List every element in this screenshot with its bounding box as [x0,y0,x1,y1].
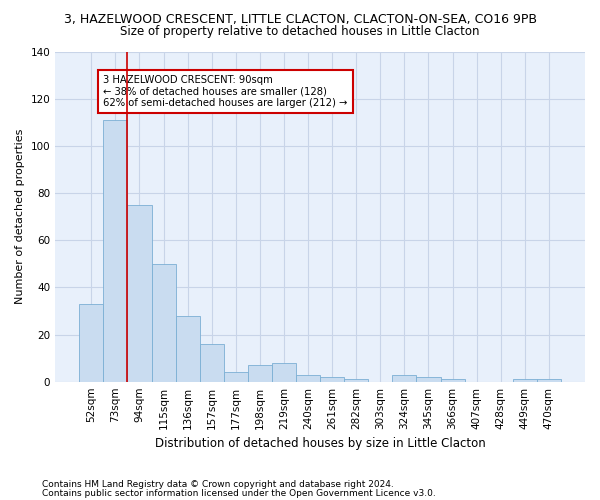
Bar [320,377,344,382]
Bar [344,380,368,382]
Text: 3, HAZELWOOD CRESCENT, LITTLE CLACTON, CLACTON-ON-SEA, CO16 9PB: 3, HAZELWOOD CRESCENT, LITTLE CLACTON, C… [64,12,536,26]
Bar [176,316,200,382]
Bar [513,380,537,382]
Bar [224,372,248,382]
Bar [296,374,320,382]
Bar [248,365,272,382]
Text: Size of property relative to detached houses in Little Clacton: Size of property relative to detached ho… [120,25,480,38]
Text: 3 HAZELWOOD CRESCENT: 90sqm
← 38% of detached houses are smaller (128)
62% of se: 3 HAZELWOOD CRESCENT: 90sqm ← 38% of det… [103,75,348,108]
Text: Contains public sector information licensed under the Open Government Licence v3: Contains public sector information licen… [42,489,436,498]
Y-axis label: Number of detached properties: Number of detached properties [15,129,25,304]
Bar [152,264,176,382]
Bar [79,304,103,382]
X-axis label: Distribution of detached houses by size in Little Clacton: Distribution of detached houses by size … [155,437,485,450]
Bar [440,380,464,382]
Bar [103,120,127,382]
Bar [416,377,440,382]
Bar [200,344,224,382]
Bar [272,363,296,382]
Bar [392,374,416,382]
Text: Contains HM Land Registry data © Crown copyright and database right 2024.: Contains HM Land Registry data © Crown c… [42,480,394,489]
Bar [537,380,561,382]
Bar [127,205,152,382]
